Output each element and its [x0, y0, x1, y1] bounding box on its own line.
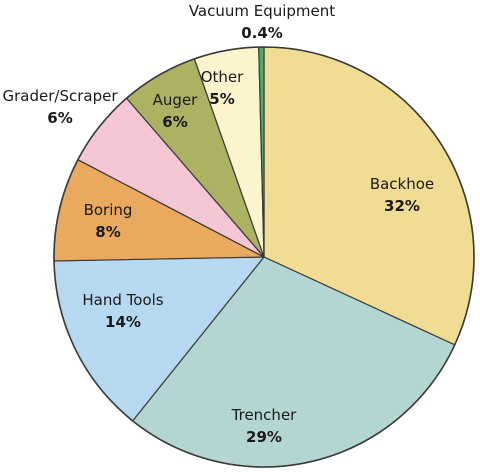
slice-value-backhoe: 32% — [384, 197, 420, 215]
slice-label-other: Other — [201, 68, 244, 86]
slice-value-trencher: 29% — [246, 428, 282, 446]
slice-label-trencher: Trencher — [231, 406, 298, 424]
slice-label-auger: Auger — [153, 91, 199, 109]
slice-value-other: 5% — [209, 90, 234, 108]
slice-label-backhoe: Backhoe — [370, 175, 434, 193]
pie-slices — [53, 46, 475, 468]
slice-value-grader-scraper: 6% — [47, 109, 72, 127]
slice-label-grader-scraper: Grader/Scraper — [3, 87, 119, 105]
slice-label-hand-tools: Hand Tools — [82, 291, 163, 309]
slice-label-vacuum-equipment: Vacuum Equipment — [189, 2, 335, 20]
pie-labels: Backhoe 32% Trencher 29% Hand Tools 14% Boring… — [3, 2, 435, 446]
slice-value-hand-tools: 14% — [105, 313, 141, 331]
slice-label-boring: Boring — [84, 201, 133, 219]
slice-value-boring: 8% — [95, 223, 120, 241]
pie-outline — [53, 46, 475, 468]
slice-value-auger: 6% — [162, 113, 187, 131]
slice-value-vacuum-equipment: 0.4% — [241, 24, 283, 42]
